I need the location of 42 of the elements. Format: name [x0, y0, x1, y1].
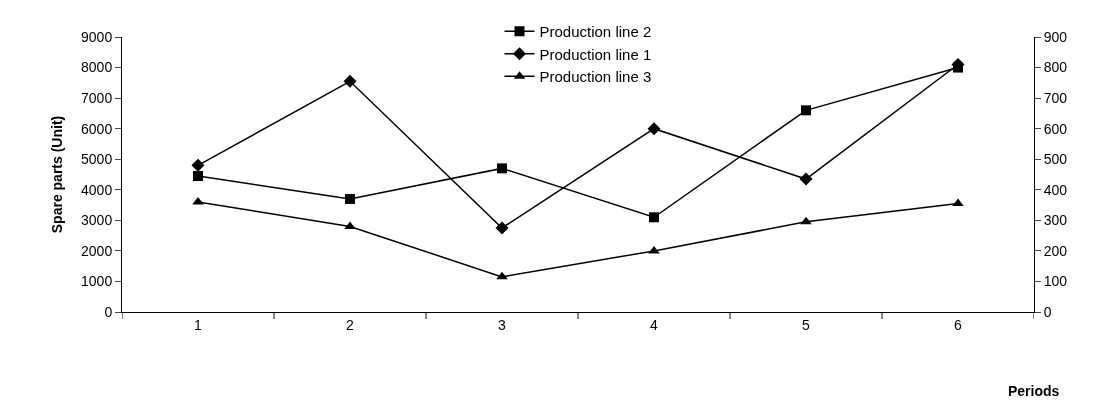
- point: [495, 221, 509, 235]
- y-tick-label: 2000: [81, 242, 113, 259]
- y2-tick-label: 800: [1043, 59, 1068, 76]
- x-tick-label: 1: [194, 316, 203, 333]
- y-tick-label: 7000: [81, 90, 113, 107]
- y2-tick-label: 600: [1043, 120, 1068, 137]
- x-tick-label: 4: [650, 316, 659, 333]
- x-tick-label: 6: [954, 316, 963, 333]
- y-tick-label: 5000: [81, 151, 113, 168]
- y-tick-label: 9000: [81, 28, 113, 45]
- x-axis-title: Periods: [1008, 383, 1060, 399]
- point: [801, 105, 811, 116]
- legend-label: Production line 1: [539, 45, 652, 63]
- y2-tick-label: 200: [1043, 242, 1068, 259]
- point: [649, 212, 659, 223]
- x-tick-label: 2: [346, 316, 355, 333]
- legend-label: Production line 3: [539, 68, 652, 86]
- point: [952, 198, 964, 207]
- y-axis-title: Spare parts (Unit): [48, 115, 65, 234]
- y2-tick-label: 0: [1043, 303, 1052, 320]
- point: [191, 158, 205, 172]
- y-tick-label: 3000: [81, 212, 113, 229]
- x-tick-label: 3: [498, 316, 507, 333]
- point: [345, 193, 355, 204]
- y-tick-label: 8000: [81, 59, 113, 76]
- y2-tick-label: 300: [1043, 212, 1068, 229]
- point: [647, 122, 661, 136]
- y-tick-label: 0: [104, 303, 113, 320]
- y2-tick-label: 900: [1043, 28, 1068, 45]
- x-tick-label: 5: [802, 316, 811, 333]
- y-tick-label: 4000: [81, 181, 113, 198]
- y2-tick-label: 700: [1043, 90, 1068, 107]
- point: [799, 172, 813, 186]
- y2-tick-label: 500: [1043, 151, 1068, 168]
- point: [193, 171, 203, 182]
- point: [343, 74, 357, 88]
- y-tick-label: 1000: [81, 273, 113, 290]
- point: [497, 163, 507, 174]
- legend-label: Production line 2: [539, 23, 652, 41]
- y-tick-label: 6000: [81, 120, 113, 137]
- y2-tick-label: 400: [1043, 181, 1068, 198]
- y2-tick-label: 100: [1043, 273, 1068, 290]
